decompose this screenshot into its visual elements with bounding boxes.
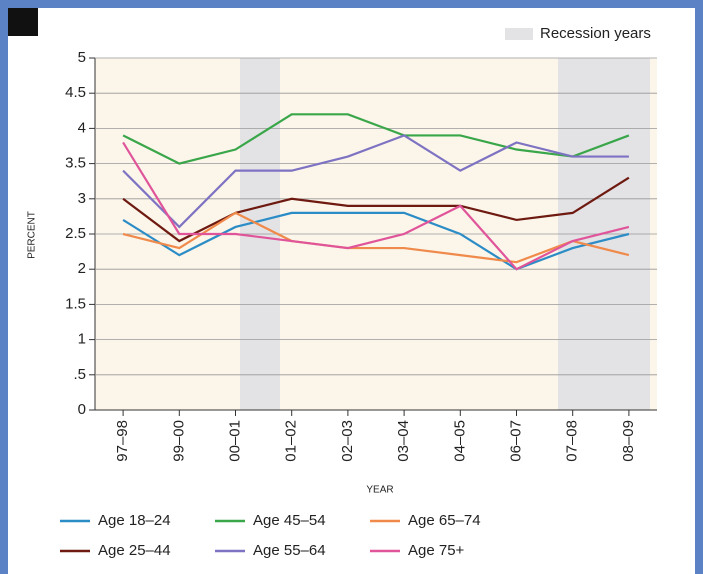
- x-tick-label: 01–02: [283, 420, 300, 462]
- series-line: [122, 211, 630, 264]
- y-tick-label: .5: [73, 366, 86, 383]
- x-axis-label: YEAR: [366, 485, 393, 496]
- series-line: [122, 141, 630, 271]
- x-tick-label: 08–09: [620, 420, 637, 462]
- y-tick-label: 3: [78, 190, 86, 207]
- band-legend-swatch: [505, 28, 533, 40]
- legend-label: Age 65–74: [408, 512, 481, 529]
- series-line: [122, 113, 630, 165]
- x-tick-label: 07–08: [564, 420, 581, 462]
- y-tick-label: 0: [78, 401, 86, 418]
- y-tick-label: 2.5: [65, 225, 86, 242]
- legend-label: Age 75+: [408, 542, 465, 559]
- band-legend-label: Recession years: [540, 25, 651, 42]
- y-tick-label: 3.5: [65, 155, 86, 172]
- series-line: [122, 134, 629, 229]
- y-tick-label: 4: [78, 119, 86, 136]
- x-tick-label: 00–01: [226, 420, 243, 462]
- y-tick-label: 1: [78, 331, 86, 348]
- y-axis-label: PERCENT: [27, 211, 38, 259]
- legend-label: Age 55–64: [253, 542, 326, 559]
- legend-label: Age 45–54: [253, 512, 326, 529]
- x-tick-label: 99–00: [170, 420, 187, 462]
- y-tick-label: 1.5: [65, 295, 86, 312]
- legend-label: Age 18–24: [98, 512, 171, 529]
- series-line: [122, 211, 630, 271]
- x-tick-label: 03–04: [395, 420, 412, 462]
- y-tick-label: 2: [78, 260, 86, 277]
- legend-label: Age 25–44: [98, 542, 171, 559]
- x-tick-label: 06–07: [507, 420, 524, 462]
- y-tick-label: 4.5: [65, 84, 86, 101]
- y-tick-label: 5: [78, 49, 86, 66]
- x-tick-label: 02–03: [339, 420, 356, 462]
- corner-block: [8, 8, 38, 36]
- x-tick-label: 97–98: [114, 420, 131, 462]
- x-tick-label: 04–05: [451, 420, 468, 462]
- series-line: [122, 176, 630, 243]
